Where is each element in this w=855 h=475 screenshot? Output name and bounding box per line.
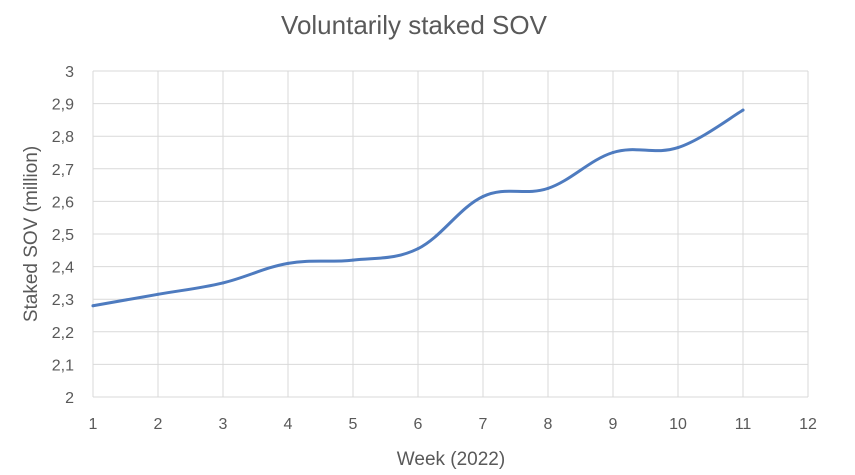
series-layer <box>91 108 745 308</box>
y-tick-label: 3 <box>65 64 74 81</box>
data-point <box>676 146 680 150</box>
x-tick-label: 5 <box>349 416 358 433</box>
data-point <box>611 151 615 154</box>
x-tick-label: 8 <box>544 416 553 433</box>
y-tick-label: 2,4 <box>52 260 74 277</box>
x-tick-label: 11 <box>735 416 752 433</box>
x-tick-label: 4 <box>284 416 293 433</box>
y-tick-label: 2,6 <box>52 194 74 211</box>
chart-title: Voluntarily staked SOV <box>281 10 548 40</box>
y-tick-label: 2,5 <box>52 227 74 244</box>
x-tick-label: 2 <box>154 416 163 433</box>
data-point <box>741 108 745 112</box>
data-point <box>481 195 485 199</box>
x-axis-title: Week (2022) <box>397 449 505 470</box>
data-point <box>286 261 290 265</box>
y-tick-label: 2,7 <box>52 162 74 179</box>
x-tick-label: 10 <box>669 416 687 433</box>
y-tick-label: 2,1 <box>52 357 74 374</box>
y-tick-label: 2,3 <box>52 292 74 309</box>
data-point <box>156 292 160 296</box>
x-tick-label: 6 <box>414 416 423 433</box>
x-tick-label: 1 <box>89 416 98 433</box>
data-point <box>221 281 225 285</box>
x-axis-tick-labels: 1 2 3 4 5 6 7 8 9 10 11 12 <box>89 416 817 433</box>
y-tick-label: 2,9 <box>52 97 74 114</box>
x-tick-label: 9 <box>609 416 618 433</box>
x-tick-label: 12 <box>799 416 817 433</box>
data-point <box>91 304 95 308</box>
data-point <box>351 258 355 262</box>
data-point <box>416 247 420 251</box>
y-tick-label: 2 <box>65 390 74 407</box>
y-tick-label: 2,2 <box>52 325 74 342</box>
x-tick-label: 3 <box>219 416 228 433</box>
data-point <box>546 186 550 190</box>
x-tick-label: 7 <box>479 416 488 433</box>
y-axis-tick-labels: 2 2,1 2,2 2,3 2,4 2,5 2,6 2,7 2,8 2,9 3 <box>52 64 74 407</box>
y-tick-label: 2,8 <box>52 129 74 146</box>
y-axis-title: Staked SOV (million) <box>21 146 42 322</box>
gridlines <box>92 70 809 398</box>
